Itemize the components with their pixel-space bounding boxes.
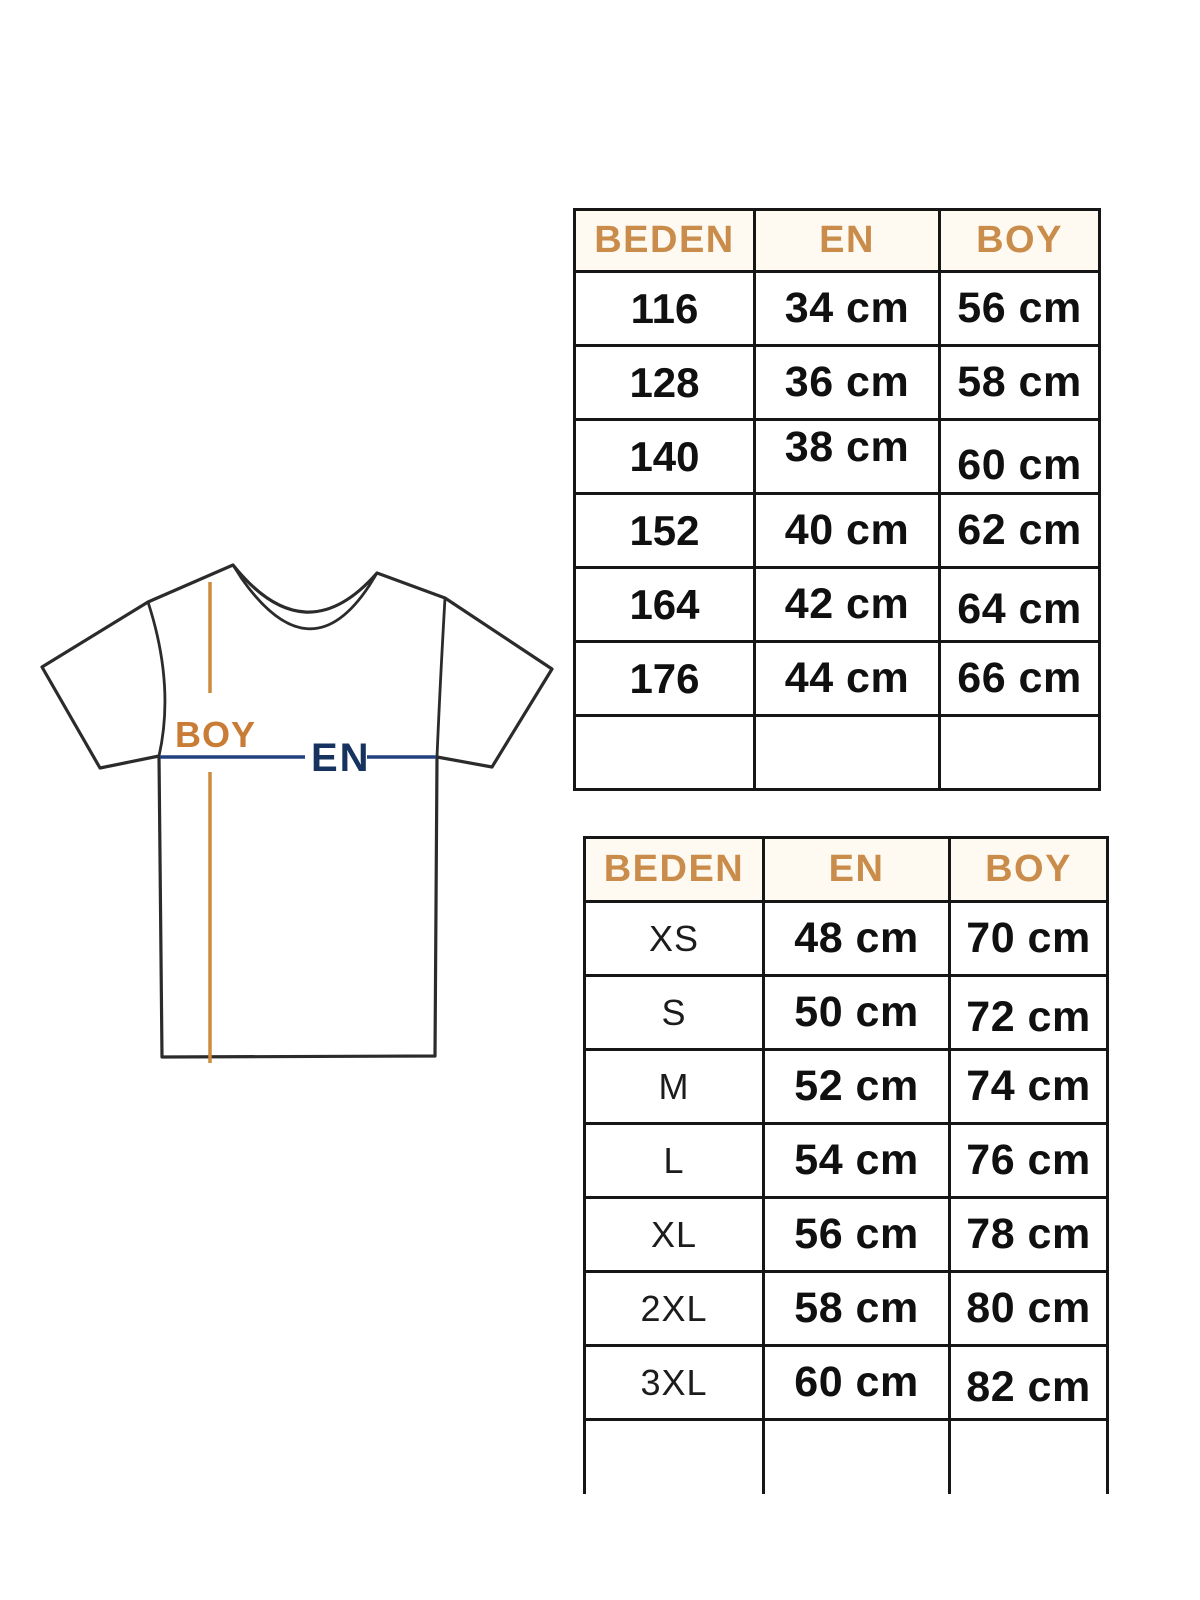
size-cell: 164 xyxy=(573,566,756,643)
size-cell: S xyxy=(583,974,765,1051)
table-row: 128 36 cm 58 cm xyxy=(573,344,1101,421)
length-cell: 62 cm xyxy=(938,492,1101,569)
length-cell: 78 cm xyxy=(948,1196,1109,1273)
length-cell: 76 cm xyxy=(948,1122,1109,1199)
tshirt-outline xyxy=(40,563,554,1059)
left-armhole-seam xyxy=(146,600,167,758)
width-cell: 34 cm xyxy=(753,270,941,347)
size-cell xyxy=(583,1418,765,1494)
width-cell: 42 cm xyxy=(753,566,941,643)
length-cell xyxy=(948,1418,1109,1494)
width-cell: 40 cm xyxy=(753,492,941,569)
width-cell: 56 cm xyxy=(762,1196,951,1273)
width-cell xyxy=(762,1418,951,1494)
size-cell: L xyxy=(583,1122,765,1199)
adult-header-row: BEDEN EN BOY xyxy=(583,836,1109,903)
length-cell: 56 cm xyxy=(938,270,1101,347)
header-en: EN xyxy=(753,208,941,273)
width-cell: 36 cm xyxy=(753,344,941,421)
header-boy: BOY xyxy=(948,836,1109,903)
header-beden: BEDEN xyxy=(573,208,756,273)
length-cell: 60 cm xyxy=(938,418,1101,495)
header-en: EN xyxy=(762,836,951,903)
tshirt-diagram: BOY EN xyxy=(15,525,555,1085)
length-cell: 72 cm xyxy=(948,974,1109,1051)
width-cell: 48 cm xyxy=(762,900,951,977)
table-row: XS 48 cm 70 cm xyxy=(583,900,1109,977)
length-label: BOY xyxy=(175,714,256,755)
size-cell: XL xyxy=(583,1196,765,1273)
length-cell: 66 cm xyxy=(938,640,1101,717)
table-row: 140 38 cm 60 cm xyxy=(573,418,1101,495)
size-cell: XS xyxy=(583,900,765,977)
width-cell: 44 cm xyxy=(753,640,941,717)
table-row: S 50 cm 72 cm xyxy=(583,974,1109,1051)
size-cell: 140 xyxy=(573,418,756,495)
width-cell xyxy=(753,714,941,791)
table-row: M 52 cm 74 cm xyxy=(583,1048,1109,1125)
width-cell: 54 cm xyxy=(762,1122,951,1199)
table-row: 164 42 cm 64 cm xyxy=(573,566,1101,643)
kids-header-row: BEDEN EN BOY xyxy=(573,208,1101,273)
adult-size-table: BEDEN EN BOY XS 48 cm 70 cm S 50 cm 72 c… xyxy=(583,836,1109,1494)
size-cell: 3XL xyxy=(583,1344,765,1421)
width-cell: 52 cm xyxy=(762,1048,951,1125)
width-cell: 38 cm xyxy=(753,418,941,495)
header-beden: BEDEN xyxy=(583,836,765,903)
table-row: L 54 cm 76 cm xyxy=(583,1122,1109,1199)
length-cell: 58 cm xyxy=(938,344,1101,421)
table-row: 116 34 cm 56 cm xyxy=(573,270,1101,347)
collar-ribbing xyxy=(231,563,379,631)
length-cell: 70 cm xyxy=(948,900,1109,977)
width-cell: 58 cm xyxy=(762,1270,951,1347)
length-cell: 74 cm xyxy=(948,1048,1109,1125)
cutoff-row xyxy=(583,1418,1109,1494)
right-armhole-seam xyxy=(435,596,447,759)
size-cell: 128 xyxy=(573,344,756,421)
table-row: 2XL 58 cm 80 cm xyxy=(583,1270,1109,1347)
table-row: 152 40 cm 62 cm xyxy=(573,492,1101,569)
size-cell: 176 xyxy=(573,640,756,717)
size-cell xyxy=(573,714,756,791)
empty-row xyxy=(573,714,1101,791)
header-boy: BOY xyxy=(938,208,1101,273)
table-row: XL 56 cm 78 cm xyxy=(583,1196,1109,1273)
kids-size-table: BEDEN EN BOY 116 34 cm 56 cm 128 36 cm 5… xyxy=(573,208,1101,791)
size-cell: 2XL xyxy=(583,1270,765,1347)
width-cell: 50 cm xyxy=(762,974,951,1051)
length-cell: 80 cm xyxy=(948,1270,1109,1347)
length-cell: 82 cm xyxy=(948,1344,1109,1421)
size-cell: 116 xyxy=(573,270,756,347)
table-row: 3XL 60 cm 82 cm xyxy=(583,1344,1109,1421)
length-cell xyxy=(938,714,1101,791)
width-cell: 60 cm xyxy=(762,1344,951,1421)
length-cell: 64 cm xyxy=(938,566,1101,643)
width-label: EN xyxy=(311,736,371,780)
size-cell: M xyxy=(583,1048,765,1125)
size-cell: 152 xyxy=(573,492,756,569)
table-row: 176 44 cm 66 cm xyxy=(573,640,1101,717)
